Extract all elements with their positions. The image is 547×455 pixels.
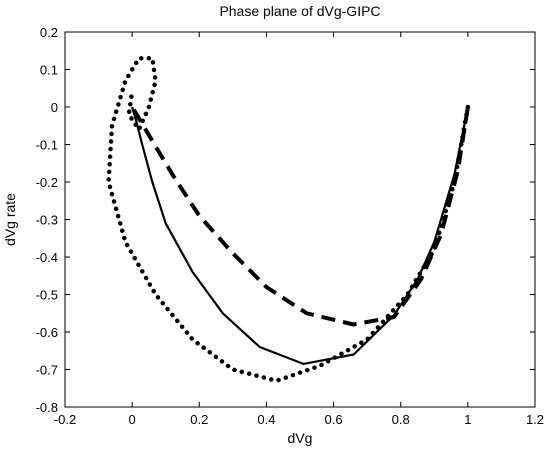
x-axis: -0.2 0 0.2 0.4 0.6 0.8 1 1.2	[54, 32, 544, 427]
y-tick-label: -0.7	[36, 363, 58, 378]
x-tick-label: 0.6	[325, 412, 343, 427]
x-tick-label: 0.8	[392, 412, 410, 427]
y-tick-label: 0.2	[40, 25, 58, 40]
y-tick-label: -0.2	[36, 175, 58, 190]
x-tick-label: -0.2	[54, 412, 76, 427]
x-tick-label: 1	[464, 412, 471, 427]
y-tick-label: -0.3	[36, 213, 58, 228]
series-layer	[106, 56, 471, 384]
x-tick-label: 0.2	[190, 412, 208, 427]
x-tick-label: 0	[129, 412, 136, 427]
y-tick-label: -0.5	[36, 288, 58, 303]
chart-title: Phase plane of dVg-GIPC	[219, 3, 380, 19]
y-tick-label: 0	[51, 100, 58, 115]
x-tick-label: 1.2	[526, 412, 544, 427]
series-line-solid	[131, 106, 469, 365]
y-tick-label: -0.4	[36, 250, 58, 265]
y-axis: 0.2 0.1 0 -0.1 -0.2 -0.3 -0.4 -0.5 -0.6 -0.7 -0.8	[36, 25, 535, 415]
plot-area	[64, 31, 536, 408]
y-tick-label: -0.1	[36, 138, 58, 153]
x-axis-title: dVg	[288, 430, 313, 446]
y-tick-label: -0.6	[36, 325, 58, 340]
y-tick-label: -0.8	[36, 400, 58, 415]
x-tick-label: 0.4	[257, 412, 275, 427]
y-tick-label: 0.1	[40, 63, 58, 78]
series-line-dotted	[106, 56, 471, 384]
plot-frame	[64, 31, 536, 408]
series-line-dashed	[130, 105, 470, 327]
y-axis-title: dVg rate	[2, 193, 18, 246]
